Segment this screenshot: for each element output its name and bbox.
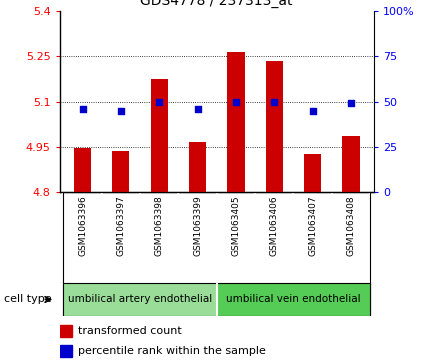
Point	[271, 99, 278, 105]
Bar	[304, 154, 321, 192]
Point	[348, 101, 354, 106]
Point	[117, 108, 124, 114]
Bar	[266, 61, 283, 192]
Text: GSM1063408: GSM1063408	[346, 195, 355, 256]
Point	[194, 106, 201, 112]
Text: GSM1063406: GSM1063406	[270, 195, 279, 256]
Text: umbilical vein endothelial: umbilical vein endothelial	[226, 294, 361, 305]
Text: transformed count: transformed count	[78, 326, 182, 337]
Bar	[74, 148, 91, 192]
Bar	[189, 142, 206, 192]
Point	[309, 108, 316, 114]
Bar	[112, 151, 130, 192]
Bar	[60, 325, 72, 338]
Text: umbilical artery endothelial: umbilical artery endothelial	[68, 294, 212, 305]
Text: GSM1063398: GSM1063398	[155, 195, 164, 256]
Bar	[63, 283, 217, 316]
Bar	[60, 346, 72, 357]
Bar	[343, 136, 360, 192]
Title: GDS4778 / 237313_at: GDS4778 / 237313_at	[141, 0, 293, 8]
Bar	[227, 52, 244, 192]
Text: cell type: cell type	[4, 294, 52, 305]
Text: GSM1063397: GSM1063397	[116, 195, 125, 256]
Text: GSM1063396: GSM1063396	[78, 195, 87, 256]
Text: GSM1063405: GSM1063405	[232, 195, 241, 256]
Point	[156, 99, 163, 105]
Bar	[150, 79, 168, 192]
Text: GSM1063399: GSM1063399	[193, 195, 202, 256]
Text: GSM1063407: GSM1063407	[308, 195, 317, 256]
Point	[232, 99, 239, 105]
Point	[79, 106, 86, 112]
Bar	[217, 283, 370, 316]
Text: percentile rank within the sample: percentile rank within the sample	[78, 346, 266, 356]
